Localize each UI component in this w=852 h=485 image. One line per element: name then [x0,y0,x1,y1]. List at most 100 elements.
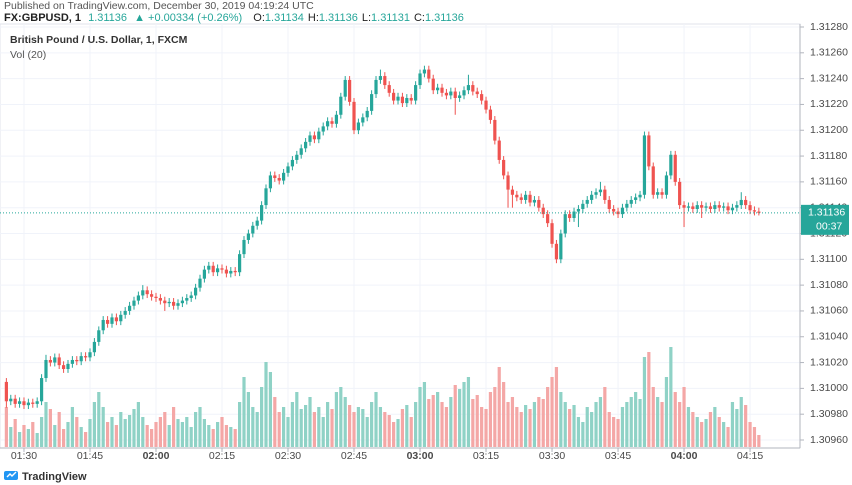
volume-bar [229,427,233,447]
volume-bar [88,419,92,447]
volume-bar [502,382,506,447]
y-tick-label: 1.31000 [810,382,848,394]
volume-bar [251,407,255,447]
candle-body [286,166,290,173]
volume-bar [528,409,532,447]
volume-bar [554,367,559,447]
volume-bar [691,412,695,447]
candle-body [101,319,105,331]
candle-body [678,181,682,206]
volume-bar [634,392,638,447]
volume-bar [664,377,669,447]
volume-bar [581,422,585,447]
published-note: Published on TradingView.com, December 3… [4,0,314,12]
candle-body [739,199,743,206]
candle-body [13,398,17,404]
y-tick-label: 1.31040 [810,331,848,343]
volume-bar [70,407,74,447]
volume-bar [603,387,607,447]
volume-bar [339,387,343,447]
x-tick-label: 03:00 [407,450,434,462]
volume-bar [752,427,757,447]
candle-body [9,398,13,402]
x-tick-label: 01:45 [77,450,103,462]
volume-bar [119,412,123,447]
volume-bar [444,407,449,447]
symbol-line: FX:GBPUSD, 1 1.31136 ▲ +0.00334 (+0.26%)… [4,12,464,24]
volume-bar [392,422,396,447]
candle-body [757,211,761,213]
volume-bar [744,405,748,447]
candle-body [572,211,576,219]
candle-body [4,381,8,402]
candle-body [334,114,339,124]
volume-bar [431,395,435,447]
candle-body [70,359,74,364]
volume-bar [686,407,691,447]
symbol: FX:GBPUSD, 1 [4,12,81,24]
candle-body [251,225,255,234]
volume-bar [154,422,158,447]
candle-body [220,268,224,270]
candle-body [378,76,383,80]
candle-body [75,359,79,362]
volume-bar [273,397,277,447]
volume-bar [343,397,347,447]
volume-bar [660,402,664,447]
volume-bar [268,372,273,447]
volume-bar [427,399,431,447]
volume-bar [136,402,140,447]
candle-body [392,92,396,101]
candle-body [396,96,400,101]
candle-body [625,203,629,208]
volume-bar [17,432,22,447]
ohlc-label: C: [414,12,425,24]
volume-bar [4,407,8,447]
last-price-label: 1.31136 [808,207,845,219]
candle-body [26,402,30,406]
candle-body [400,96,405,104]
x-tick-label: 02:15 [209,450,235,462]
volume-bar [123,419,127,447]
candle-body [713,205,717,209]
candle-body [202,269,207,279]
candle-body [493,119,497,141]
candle-body [383,76,387,86]
volume-bar [105,422,110,447]
y-tick-label: 1.31100 [810,253,847,265]
candle-body [163,300,167,304]
volume-bar [612,417,616,447]
volume-bar [246,392,251,447]
candle-body [343,79,347,97]
candle-body [88,352,92,358]
volume-bar [9,427,13,447]
candle-body [123,310,127,315]
volume-bar [79,427,83,447]
candle-body [642,135,647,195]
candle-body [691,206,695,209]
candle-body [242,239,246,255]
candle-body [233,270,237,273]
candle-body [550,223,554,244]
volume-bar [383,412,387,447]
candle-body [475,91,479,95]
candle-body [53,357,57,363]
candle-body [673,154,677,182]
volume-bar [233,429,237,447]
volume-bar [370,402,374,447]
x-tick-label: 02:00 [143,450,170,462]
candle-body [634,197,638,200]
volume-bar [651,387,655,447]
candle-body [519,197,523,200]
volume-bar [26,429,30,447]
volume-bar [193,412,198,447]
candle-body [744,199,748,206]
volume-bar [590,412,594,447]
volume-bar [110,417,114,447]
candle-body [211,265,215,273]
candle-body [290,159,295,167]
candle-body [57,357,61,366]
candle-body [31,402,35,404]
candle-body [436,87,440,91]
